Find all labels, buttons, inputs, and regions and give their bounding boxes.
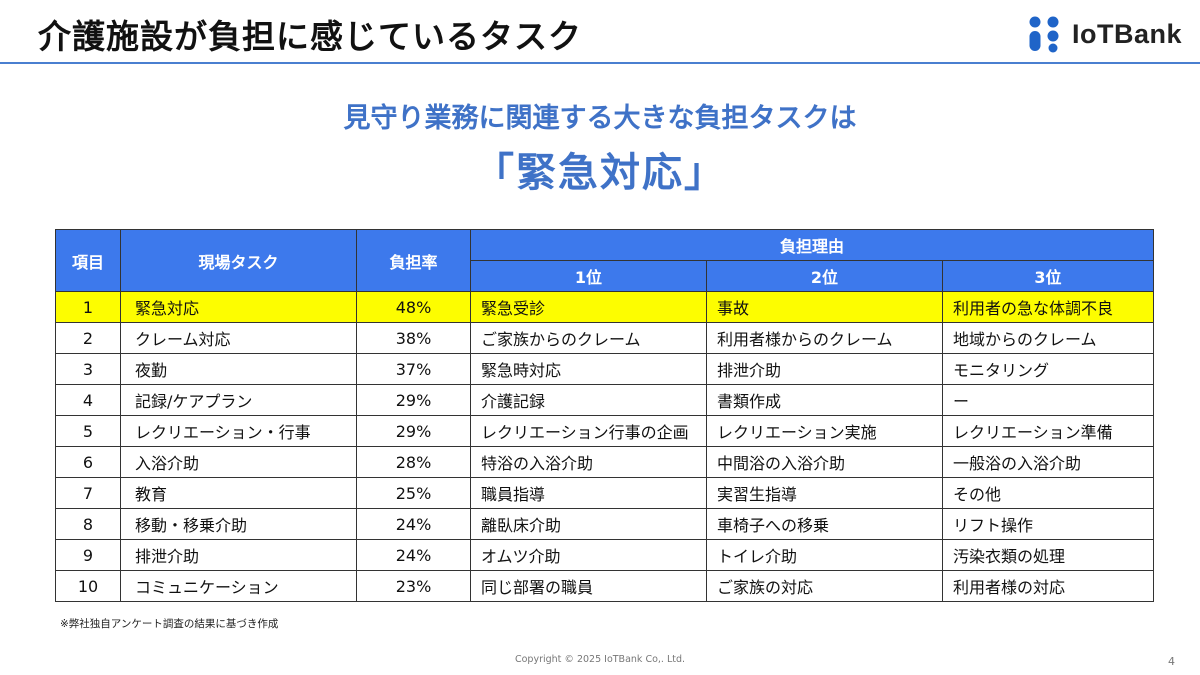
cell-task: 入浴介助	[120, 446, 357, 478]
logo-text: IoTBank	[1071, 18, 1182, 49]
cell-rate: 24%	[356, 508, 471, 540]
table-row: 8 移動・移乗介助 24% 離臥床介助 車椅子への移乗 リフト操作	[55, 508, 1154, 540]
cell-reason-1: レクリエーション行事の企画	[470, 415, 707, 447]
cell-reason-2: 書類作成	[706, 384, 943, 416]
cell-reason-2: 車椅子への移乗	[706, 508, 943, 540]
cell-reason-1: オムツ介助	[470, 539, 707, 571]
cell-rate: 48%	[356, 291, 471, 323]
cell-task: クレーム対応	[120, 322, 357, 354]
cell-no: 1	[55, 291, 121, 323]
cell-task: 緊急対応	[120, 291, 357, 323]
subtitle: 見守り業務に関連する大きな負担タスクは	[343, 103, 857, 134]
cell-rate: 23%	[356, 570, 471, 602]
cell-task: 排泄介助	[120, 539, 357, 571]
cell-reason-2: 事故	[706, 291, 943, 323]
header-rate: 負担率	[356, 229, 471, 292]
table-header-row: 項目 現場タスク 負担率 負担理由	[55, 229, 1154, 292]
cell-task: コミュニケーション	[120, 570, 357, 602]
footnote: ※弊社独自アンケート調査の結果に基づき作成	[60, 618, 279, 630]
cell-no: 9	[55, 539, 121, 571]
cell-reason-1: 特浴の入浴介助	[470, 446, 707, 478]
table-row: 10 コミュニケーション 23% 同じ部署の職員 ご家族の対応 利用者様の対応	[55, 570, 1154, 602]
table-subheader-row: 1位 2位 3位	[56, 260, 1154, 292]
cell-task: 夜勤	[120, 353, 357, 385]
cell-no: 10	[55, 570, 121, 602]
table-row: 1 緊急対応 48% 緊急受診 事故 利用者の急な体調不良	[55, 291, 1154, 323]
cell-rate: 28%	[356, 446, 471, 478]
header-rank2: 2位	[706, 260, 943, 292]
cell-rate: 37%	[356, 353, 471, 385]
cell-reason-3: その他	[942, 477, 1154, 509]
cell-no: 2	[55, 322, 121, 354]
cell-reason-2: トイレ介助	[706, 539, 943, 571]
header-rank3: 3位	[942, 260, 1154, 292]
cell-no: 5	[55, 415, 121, 447]
cell-reason-3: 利用者の急な体調不良	[942, 291, 1154, 323]
cell-reason-1: 同じ部署の職員	[470, 570, 707, 602]
table-row: 4 記録/ケアプラン 29% 介護記録 書類作成 ー	[55, 384, 1154, 416]
iotbank-logo-icon	[1029, 16, 1059, 53]
cell-reason-2: レクリエーション実施	[706, 415, 943, 447]
cell-reason-3: モニタリング	[942, 353, 1154, 385]
cell-no: 7	[55, 477, 121, 509]
header-task: 現場タスク	[120, 229, 357, 292]
cell-reason-2: 排泄介助	[706, 353, 943, 385]
cell-task: 記録/ケアプラン	[120, 384, 357, 416]
cell-reason-1: 緊急受診	[470, 291, 707, 323]
table-row: 6 入浴介助 28% 特浴の入浴介助 中間浴の入浴介助 一般浴の入浴介助	[55, 446, 1154, 478]
table-row: 5 レクリエーション・行事 29% レクリエーション行事の企画 レクリエーション…	[55, 415, 1154, 447]
highlight-heading: 「緊急対応」	[474, 150, 726, 196]
cell-reason-3: レクリエーション準備	[942, 415, 1154, 447]
cell-reason-3: 地域からのクレーム	[942, 322, 1154, 354]
copyright: Copyright © 2025 IoTBank Co,. Ltd.	[514, 654, 686, 665]
cell-reason-3: 汚染衣類の処理	[942, 539, 1154, 571]
cell-no: 3	[55, 353, 121, 385]
cell-reason-2: 中間浴の入浴介助	[706, 446, 943, 478]
header-divider	[0, 62, 1200, 64]
header-item: 項目	[55, 229, 121, 292]
header-rank1: 1位	[470, 260, 707, 292]
cell-reason-3: ー	[942, 384, 1154, 416]
cell-no: 4	[55, 384, 121, 416]
burden-task-table: 項目 現場タスク 負担率 負担理由 1位 2位 3位 1 緊急対応 48% 緊急…	[55, 229, 1154, 602]
cell-rate: 29%	[356, 415, 471, 447]
cell-reason-3: 一般浴の入浴介助	[942, 446, 1154, 478]
cell-task: 教育	[120, 477, 357, 509]
cell-reason-2: 利用者様からのクレーム	[706, 322, 943, 354]
cell-reason-3: 利用者様の対応	[942, 570, 1154, 602]
cell-reason-1: 緊急時対応	[470, 353, 707, 385]
cell-reason-2: 実習生指導	[706, 477, 943, 509]
cell-task: レクリエーション・行事	[120, 415, 357, 447]
cell-task: 移動・移乗介助	[120, 508, 357, 540]
table-row: 7 教育 25% 職員指導 実習生指導 その他	[55, 477, 1154, 509]
cell-rate: 25%	[356, 477, 471, 509]
header-reason: 負担理由	[470, 229, 1154, 261]
cell-rate: 24%	[356, 539, 471, 571]
page-title: 介護施設が負担に感じているタスク	[38, 17, 582, 56]
page-number: 4	[1168, 655, 1175, 668]
cell-reason-1: 職員指導	[470, 477, 707, 509]
cell-reason-1: ご家族からのクレーム	[470, 322, 707, 354]
table-row: 9 排泄介助 24% オムツ介助 トイレ介助 汚染衣類の処理	[55, 539, 1154, 571]
company-logo: IoTBank	[1026, 14, 1182, 54]
cell-reason-1: 離臥床介助	[470, 508, 707, 540]
cell-no: 8	[55, 508, 121, 540]
table-row: 2 クレーム対応 38% ご家族からのクレーム 利用者様からのクレーム 地域から…	[55, 322, 1154, 354]
cell-reason-2: ご家族の対応	[706, 570, 943, 602]
cell-reason-1: 介護記録	[470, 384, 707, 416]
cell-reason-3: リフト操作	[942, 508, 1154, 540]
cell-rate: 38%	[356, 322, 471, 354]
cell-no: 6	[55, 446, 121, 478]
table-row: 3 夜勤 37% 緊急時対応 排泄介助 モニタリング	[55, 353, 1154, 385]
cell-rate: 29%	[356, 384, 471, 416]
